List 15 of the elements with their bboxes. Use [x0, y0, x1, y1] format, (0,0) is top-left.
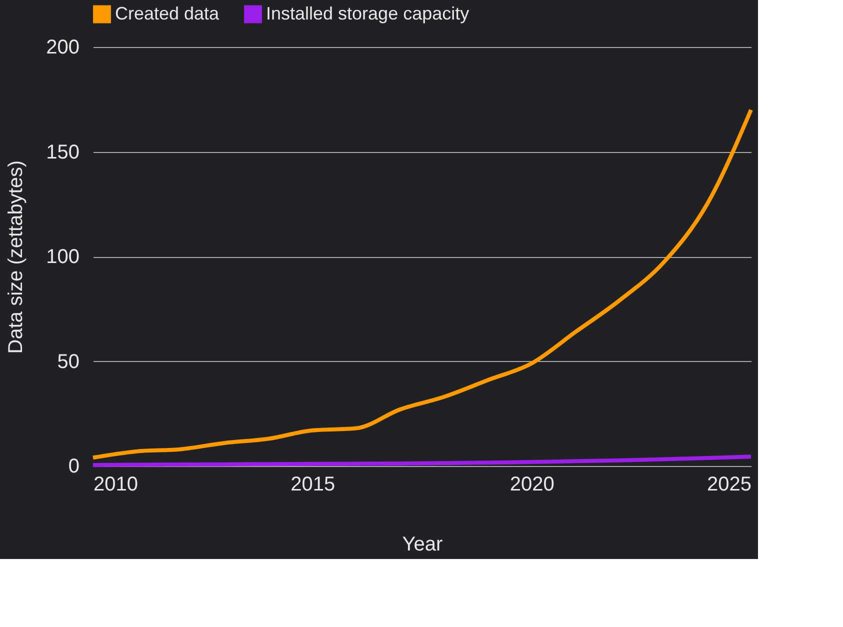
y-tick-label: 200 [46, 36, 80, 58]
y-tick-label: 0 [68, 456, 80, 478]
y-tick-label: 50 [57, 350, 80, 373]
x-tick-label: 2020 [510, 474, 554, 496]
x-tick-label: 2025 [707, 474, 752, 496]
x-tick-label: 2010 [94, 474, 138, 496]
x-axis-title: Year [402, 534, 444, 556]
legend-label: Created data [115, 3, 220, 24]
x-tick-label: 2015 [290, 474, 336, 496]
line-series [91, 454, 753, 467]
y-tick-label: 150 [46, 141, 80, 164]
line-series [91, 108, 753, 460]
legend-label: Installed storage capacity [266, 3, 470, 24]
y-axis-title: Data size (zettabytes) [5, 160, 28, 354]
y-tick-label: 100 [46, 246, 80, 268]
